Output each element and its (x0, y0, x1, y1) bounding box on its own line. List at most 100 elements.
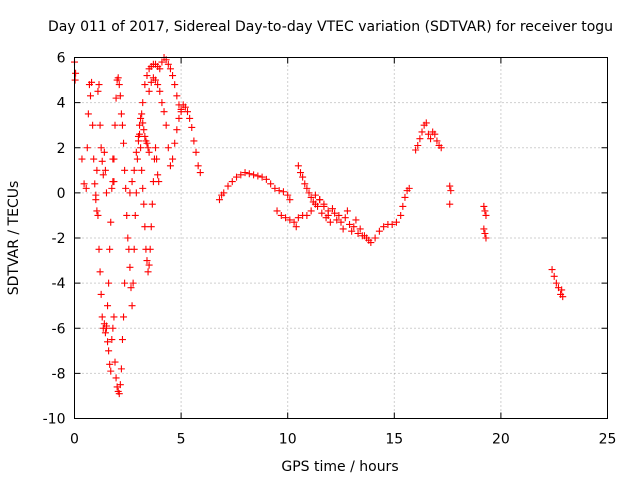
data-point (307, 207, 315, 215)
data-point (290, 218, 298, 226)
data-point (371, 234, 379, 242)
data-point (481, 229, 489, 237)
data-point (346, 220, 354, 228)
data-point (97, 290, 105, 298)
data-point (130, 166, 138, 174)
data-point (84, 110, 92, 118)
data-point (164, 144, 172, 152)
x-tick-label: 20 (492, 432, 510, 448)
data-point (102, 189, 110, 197)
y-tick-label: -8 (52, 366, 66, 382)
x-tick-label: 10 (279, 432, 297, 448)
data-point (552, 279, 560, 287)
data-point (262, 175, 270, 183)
data-point (294, 162, 302, 170)
data-point (296, 169, 304, 177)
data-point (380, 223, 388, 231)
data-point (177, 105, 185, 113)
data-point (188, 123, 196, 131)
data-point (348, 227, 356, 235)
data-point (156, 87, 164, 95)
data-point (196, 169, 204, 177)
data-point (228, 178, 236, 186)
data-point (90, 155, 98, 163)
data-point (301, 180, 309, 188)
data-point (275, 187, 283, 195)
data-point (107, 367, 115, 375)
data-point (134, 132, 142, 140)
data-point (356, 225, 364, 233)
data-point (155, 178, 163, 186)
data-point (122, 184, 130, 192)
data-point (354, 229, 362, 237)
data-point (139, 119, 147, 127)
data-point (92, 191, 100, 199)
data-point (153, 155, 161, 163)
data-point (147, 78, 155, 86)
data-point (96, 121, 104, 129)
data-point (299, 173, 307, 181)
data-point (181, 103, 189, 111)
data-point (316, 196, 324, 204)
data-point (106, 245, 114, 253)
data-point (93, 207, 101, 215)
y-tick-label: -2 (52, 231, 66, 247)
data-point (145, 87, 153, 95)
data-point (94, 87, 102, 95)
y-tick-label: -10 (43, 412, 66, 428)
data-point (104, 302, 112, 310)
data-point (143, 72, 151, 80)
data-point (360, 232, 368, 240)
data-point (93, 166, 101, 174)
data-point (431, 130, 439, 138)
data-point (108, 184, 116, 192)
y-tick-label: 6 (57, 51, 66, 67)
data-point (120, 313, 128, 321)
data-point (144, 268, 152, 276)
data-point (392, 218, 400, 226)
data-point (294, 214, 302, 222)
data-point (107, 218, 115, 226)
data-point (437, 144, 445, 152)
data-point (139, 99, 147, 107)
y-tick-label: 4 (57, 96, 66, 112)
data-point (156, 65, 164, 73)
data-point (139, 184, 147, 192)
data-point (173, 92, 181, 100)
data-point (144, 144, 152, 152)
data-point (284, 191, 292, 199)
data-point (101, 166, 109, 174)
data-point (341, 214, 349, 222)
data-point (86, 92, 94, 100)
data-point (446, 182, 454, 190)
data-point (328, 205, 336, 213)
data-point (154, 171, 162, 179)
data-point (140, 126, 148, 134)
data-point (305, 189, 313, 197)
data-point (224, 182, 232, 190)
data-point (105, 279, 113, 287)
data-point (121, 279, 129, 287)
data-point (166, 162, 174, 170)
data-point (72, 69, 80, 77)
data-point (480, 202, 488, 210)
data-point (307, 193, 315, 201)
data-point (129, 279, 137, 287)
data-point (548, 266, 556, 274)
data-point (110, 155, 118, 163)
data-point (405, 184, 413, 192)
data-point (254, 172, 262, 180)
data-point (105, 347, 113, 355)
data-point (83, 144, 91, 152)
data-point (152, 76, 160, 84)
data-point (126, 263, 134, 271)
data-point (128, 178, 136, 186)
y-axis-label: SDTVAR / TECUs (6, 181, 22, 296)
data-point (166, 65, 174, 73)
data-point (137, 114, 145, 122)
data-point (164, 60, 172, 68)
data-point (106, 360, 114, 368)
data-point (194, 162, 202, 170)
data-point (96, 268, 104, 276)
